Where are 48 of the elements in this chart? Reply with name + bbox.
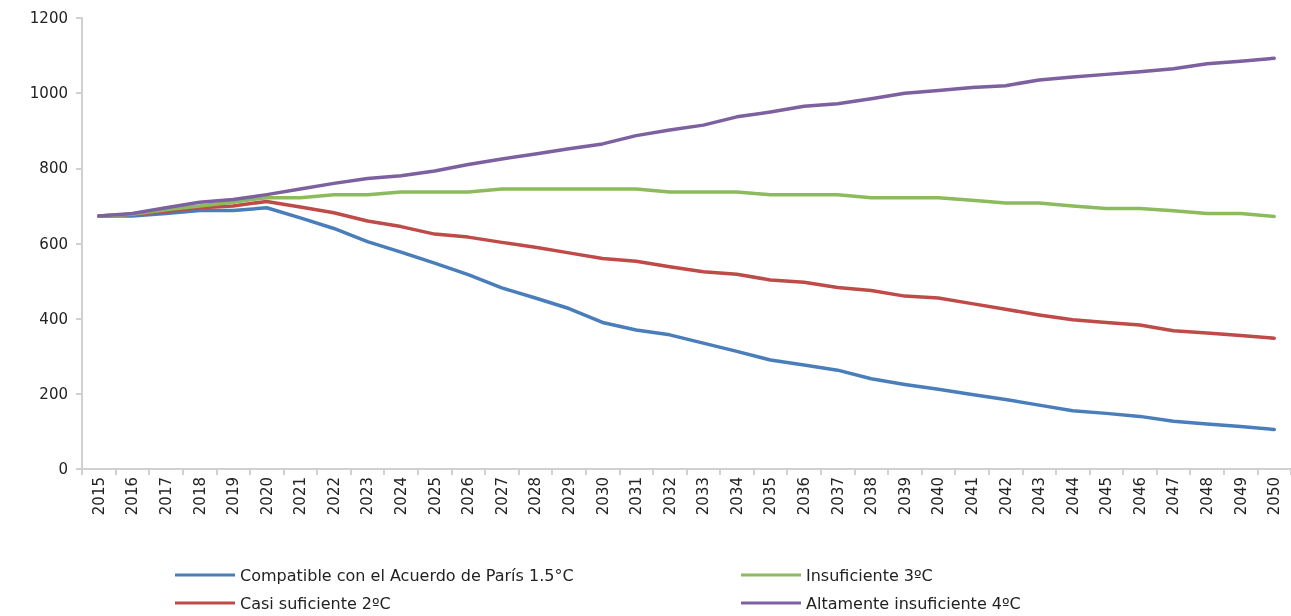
x-tick-label: 2050 bbox=[1265, 477, 1284, 516]
x-tick-label: 2047 bbox=[1164, 477, 1183, 516]
y-tick-label: 1000 bbox=[29, 84, 68, 103]
x-tick-label: 2045 bbox=[1097, 477, 1116, 516]
x-tick-label: 2023 bbox=[358, 477, 377, 516]
x-tick-label: 2029 bbox=[559, 477, 578, 516]
x-tick-label: 2044 bbox=[1063, 477, 1082, 516]
x-tick-label: 2016 bbox=[123, 477, 142, 516]
x-tick-label: 2017 bbox=[156, 477, 175, 516]
y-tick-label: 600 bbox=[39, 234, 68, 253]
x-tick-label: 2040 bbox=[929, 477, 948, 516]
x-tick-label: 2026 bbox=[459, 477, 478, 516]
x-tick-label: 2037 bbox=[828, 477, 847, 516]
legend-label: Casi suficiente 2ºC bbox=[240, 593, 391, 613]
x-tick-label: 2036 bbox=[795, 477, 814, 516]
x-tick-label: 2042 bbox=[996, 477, 1015, 516]
x-tick-label: 2043 bbox=[1030, 477, 1049, 516]
x-tick-label: 2031 bbox=[627, 477, 646, 516]
x-tick-label: 2038 bbox=[862, 477, 881, 516]
x-tick-label: 2025 bbox=[425, 477, 444, 516]
y-tick-label: 0 bbox=[58, 460, 68, 478]
x-tick-label: 2024 bbox=[392, 477, 411, 516]
x-tick-label: 2034 bbox=[727, 477, 746, 516]
line-series bbox=[97, 56, 1276, 218]
x-tick-label: 2022 bbox=[324, 477, 343, 516]
x-tick-label: 2020 bbox=[257, 477, 276, 516]
legend-label: Compatible con el Acuerdo de París 1.5°C bbox=[240, 565, 574, 585]
x-tick-label: 2033 bbox=[694, 477, 713, 516]
x-tick-label: 2049 bbox=[1231, 477, 1250, 516]
x-tick-label: 2032 bbox=[660, 477, 679, 516]
x-tick-label: 2028 bbox=[526, 477, 545, 516]
x-tick-label: 2046 bbox=[1130, 477, 1149, 516]
x-tick-label: 2041 bbox=[962, 477, 981, 516]
x-tick-label: 2030 bbox=[593, 477, 612, 516]
legend-label: Altamente insuficiente 4ºC bbox=[806, 593, 1021, 613]
x-tick-label: 2039 bbox=[895, 477, 914, 516]
legend-label: Insuficiente 3ºC bbox=[806, 565, 933, 585]
x-tick-label: 2035 bbox=[761, 477, 780, 516]
x-tick-label: 2019 bbox=[224, 477, 243, 516]
y-tick-label: 400 bbox=[39, 309, 68, 328]
x-tick-label: 2018 bbox=[190, 477, 209, 516]
y-tick-label: 200 bbox=[39, 384, 68, 403]
y-tick-label: 1200 bbox=[29, 9, 68, 27]
y-tick-label: 800 bbox=[39, 159, 68, 178]
x-tick-label: 2015 bbox=[89, 477, 108, 516]
x-tick-label: 2048 bbox=[1198, 477, 1217, 516]
x-tick-label: 2027 bbox=[492, 477, 511, 516]
x-tick-label: 2021 bbox=[291, 477, 310, 516]
